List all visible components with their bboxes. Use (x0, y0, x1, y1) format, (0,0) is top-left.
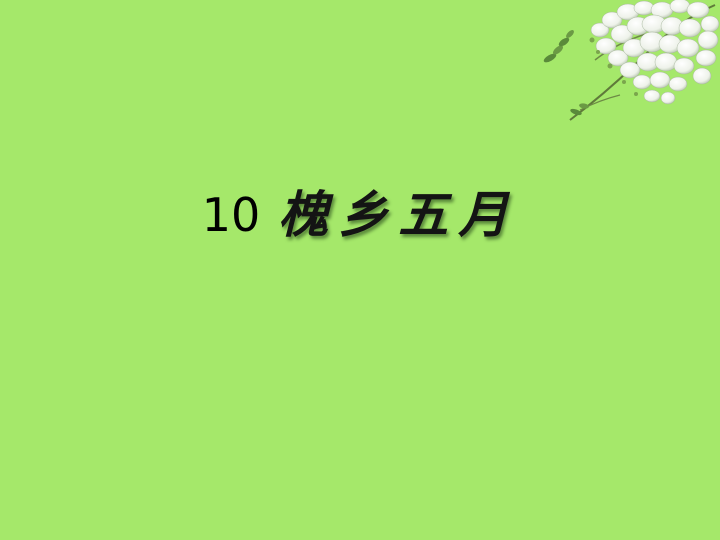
slide-title: 10 槐乡五月 (0, 180, 720, 250)
lesson-title: 槐乡五月 (278, 185, 519, 244)
lesson-number: 10 (201, 188, 261, 242)
locust-blossom-flower-icon (543, 0, 720, 121)
